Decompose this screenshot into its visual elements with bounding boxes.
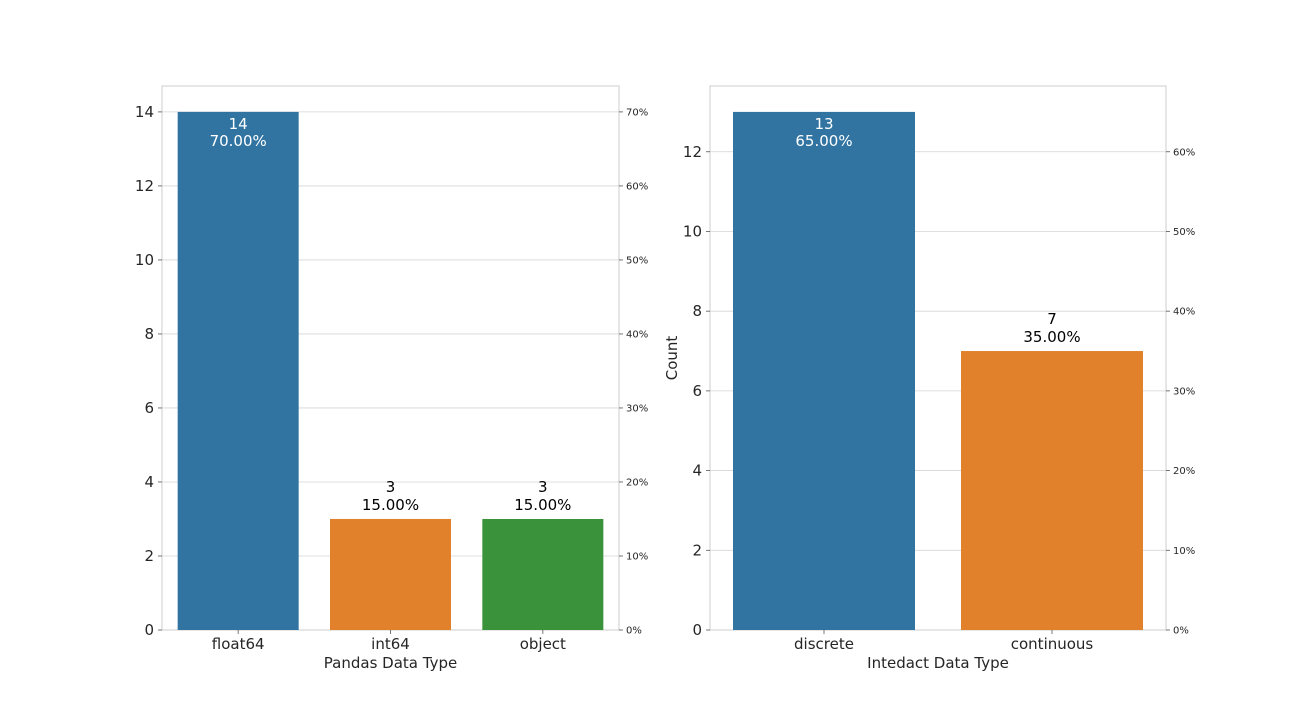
secondary-y-tick-label: 20% [626,477,648,488]
secondary-y-tick-label: 10% [626,551,648,562]
bar-percent-label: 70.00% [210,132,267,150]
y-tick-label: 4 [692,462,702,480]
y-tick-label: 6 [692,382,702,400]
secondary-y-tick-label: 20% [1173,466,1195,477]
y-tick-label: 8 [144,325,154,343]
y-tick-label: 14 [135,103,154,121]
secondary-y-tick-label: 50% [1173,227,1195,238]
y-tick-label: 12 [683,143,702,161]
bar-percent-label: 35.00% [1023,328,1080,346]
bar-count-label: 3 [538,478,548,496]
y-tick-label: 4 [144,473,154,491]
bar-discrete [733,111,915,630]
bar-percent-label: 65.00% [795,132,852,150]
secondary-y-tick-label: 30% [1173,386,1195,397]
bar-continuous [961,351,1143,630]
bar-object [482,518,604,630]
x-tick-label: continuous [1011,635,1094,653]
y-tick-label: 6 [144,399,154,417]
secondary-y-tick-label: 60% [1173,147,1195,158]
bar-percent-label: 15.00% [362,496,419,514]
secondary-y-tick-label: 0% [626,626,642,637]
bar-percent-label: 15.00% [514,496,571,514]
secondary-y-tick-label: 40% [626,329,648,340]
x-tick-label: float64 [212,635,265,653]
plot-frame [709,85,1167,631]
secondary-y-tick-label: 70% [626,107,648,118]
y-tick-label: 8 [692,302,702,320]
y-tick-label: 2 [692,541,702,559]
x-tick-label: discrete [794,635,854,653]
bar-count-label: 13 [814,115,833,133]
x-axis-label: Pandas Data Type [324,654,457,672]
y-axis-label: Count [663,336,681,381]
secondary-y-tick-label: 50% [626,255,648,266]
bar-count-label: 3 [386,478,396,496]
x-tick-label: int64 [371,635,410,653]
bar-float64 [177,111,299,630]
secondary-y-tick-label: 40% [1173,307,1195,318]
chart-pandas-data-type: 024681012140%10%20%30%40%50%60%70%1470.0… [135,85,648,672]
x-axis-label: Intedact Data Type [867,654,1009,672]
y-tick-label: 12 [135,177,154,195]
secondary-y-tick-label: 0% [1173,626,1189,637]
bar-count-label: 14 [229,115,248,133]
y-tick-label: 0 [692,621,702,639]
bar-int64 [330,518,451,630]
y-tick-label: 2 [144,547,154,565]
secondary-y-tick-label: 30% [626,403,648,414]
secondary-y-tick-label: 60% [626,181,648,192]
y-tick-label: 10 [683,222,702,240]
x-tick-label: object [520,635,566,653]
bar-count-label: 7 [1047,310,1057,328]
secondary-y-tick-label: 10% [1173,546,1195,557]
y-tick-label: 0 [144,621,154,639]
y-tick-label: 10 [135,251,154,269]
